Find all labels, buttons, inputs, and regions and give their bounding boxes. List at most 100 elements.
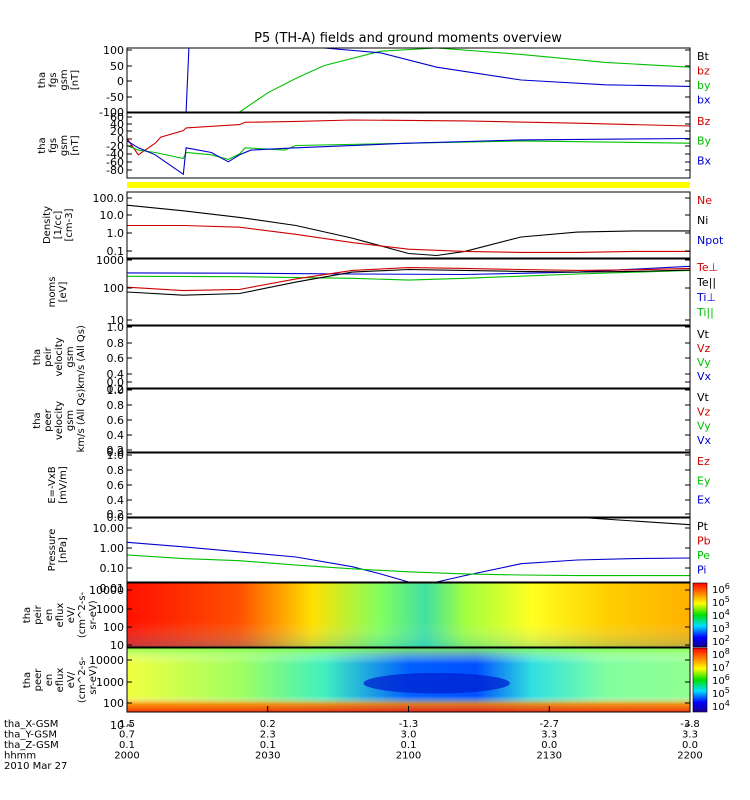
legend-entry: Ex [697,494,711,507]
legend-entry: Bt [697,50,710,63]
y-axis-label: velocity [54,401,65,440]
legend-entry: Pt [697,520,709,533]
x-axis-value: 3.3 [541,730,557,741]
x-axis-value: 0.7 [119,730,135,741]
legend-entry: by [697,79,711,92]
colorbar-tick-label: 105 [712,595,730,609]
y-axis-label: moms [47,277,58,308]
y-tick-label: 50 [110,60,124,73]
x-axis-value: 2000 [114,751,139,762]
panel-frame [126,325,691,389]
y-tick-label: 10 [110,719,124,732]
legend-entry: Vy [697,356,711,369]
y-tick-label: 0.8 [107,399,125,412]
panel-3: 100.0 10.0 1.0 0.1 Density [1/cc] [cm-3] Ne Ni Np… [42,182,724,259]
colorbar-tick-label: 106 [712,673,730,687]
y-tick-label: 60 [110,111,124,124]
y-tick-label: 0.2 [107,444,125,457]
y-tick-label: 0.0 [107,511,125,524]
colorbar-tick-label: 104 [712,608,730,622]
y-axis-label: tha [22,672,33,688]
colorbar-tick-label: 103 [712,621,730,635]
legend-entry: Ez [697,455,710,468]
y-tick-label: 10000 [89,654,124,667]
y-tick-label: 0.6 [107,414,125,427]
y-tick-label: 0.2 [107,508,125,521]
colorbar-tick-label: 107 [712,660,730,674]
legend-entry: Vy [697,420,711,433]
y-axis-label: sr-eV) [88,600,99,629]
quality-flag-bar [127,182,690,188]
y-axis-label: peer [33,668,44,692]
series-by [239,47,691,113]
y-axis-label: km/s (All Qs) [76,325,87,389]
y-tick-label: 0.01 [100,582,125,595]
y-tick-label: -40 [106,148,124,161]
spectrogram-shading [127,583,690,647]
y-axis-label: (cm^2-s- [77,591,88,638]
y-axis-label: tha [32,412,43,428]
y-axis-label: gsm [65,346,76,367]
panel-frame [126,191,691,259]
legend-entry: Ey [697,474,711,487]
panel-5: 1.0 0.8 0.6 0.4 0.20.0 tha peir velocity gsm km/s… [32,321,712,396]
y-axis-label: [nT] [70,135,81,155]
legend-entry: Ti|| [696,306,714,319]
y-tick-label: 100 [103,621,124,634]
y-tick-label: -60 [106,156,124,169]
series-bx [126,137,691,176]
y-axis-label: tha [32,349,43,365]
panel-frame [126,517,691,583]
legend-entry: Ni [697,214,708,227]
panel-frame [126,47,691,113]
panel-frame [126,258,691,326]
y-tick-label: 1.0 [107,227,125,240]
x-axis-row-label: 2010 Mar 27 [4,761,67,772]
series-te [126,267,691,292]
x-axis-value: -2.7 [539,719,559,730]
x-axis-row-label: tha_X-GSM [4,719,58,730]
legend-entry: Pi [697,564,706,577]
y-axis-label: E=-VxB [47,466,58,503]
y-tick-label: 1.0 [107,384,125,397]
x-axis-row-label: tha_Z-GSM [4,740,59,751]
x-axis-value: 0.0 [682,740,698,751]
series-bx [127,47,691,113]
y-axis-label: gsm [59,135,70,156]
chart-title: P5 (TH-A) fields and ground moments over… [254,31,562,46]
y-tick-label: 0.8 [107,464,125,477]
legend-entry: Ti⊥ [696,291,716,304]
x-axis-value: 3.0 [401,730,417,741]
y-axis-label: Pressure [47,529,58,572]
y-tick-label: 0.4 [107,368,125,381]
colorbar-tick-label: 104 [712,699,730,713]
panel-frame [126,452,691,518]
x-axis-value: 0.0 [541,740,557,751]
colorbar-scale [692,582,708,648]
y-tick-label: 0.6 [107,352,125,365]
x-axis-value: 2100 [396,751,421,762]
x-axis-value: -3.8 [680,719,700,730]
x-axis-value: -1.3 [399,719,419,730]
spectrogram-minimum [363,672,510,694]
legend-entry: bz [697,65,710,78]
x-axis-row-label: hhmm [4,751,36,762]
x-axis-value: 1.5 [119,719,135,730]
y-tick-label: 0.1 [107,245,125,258]
y-axis-label: gsm [59,69,70,90]
y-axis-label: km/s (All Qs) [76,389,87,453]
colorbar-scale [692,647,708,713]
y-axis-label: tha [22,607,33,623]
series-ti [126,265,691,276]
legend-entry: Vx [697,434,712,447]
y-axis-label: peir [43,346,54,366]
y-axis-label: [cm-3] [64,208,75,241]
x-axis-value: 2200 [677,751,702,762]
y-axis-label: [nPa] [58,537,69,563]
